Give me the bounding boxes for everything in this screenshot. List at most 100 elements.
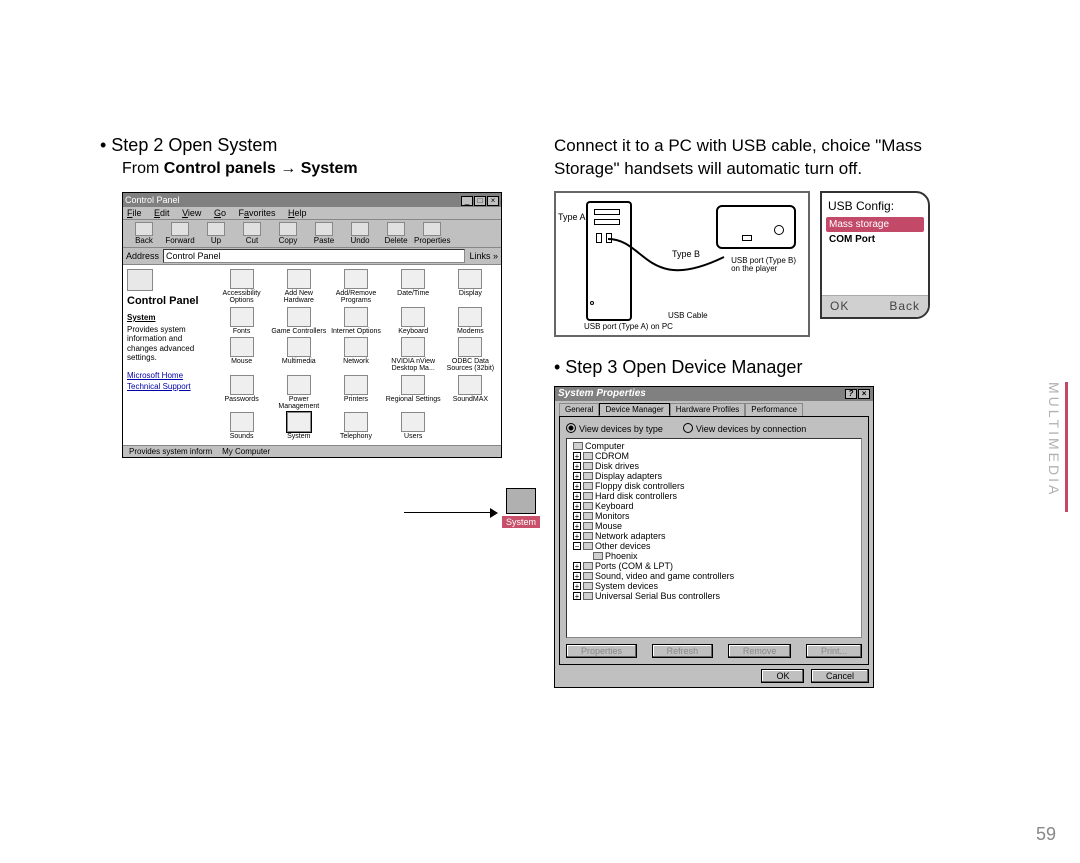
expand-icon[interactable]: + bbox=[573, 452, 581, 460]
tree-item[interactable]: +System devices bbox=[569, 581, 859, 591]
cp-item[interactable]: Passwords bbox=[213, 375, 270, 411]
tree-item[interactable]: +Sound, video and game controllers bbox=[569, 571, 859, 581]
tree-item[interactable]: +Ports (COM & LPT) bbox=[569, 561, 859, 571]
maximize-icon[interactable]: □ bbox=[474, 196, 486, 206]
tb-cut[interactable]: Cut bbox=[234, 222, 270, 245]
cp-item[interactable]: System bbox=[270, 412, 327, 440]
sys-window-controls[interactable]: ?× bbox=[844, 388, 870, 399]
link-ms-home[interactable]: Microsoft Home bbox=[127, 371, 207, 380]
cp-item[interactable]: Game Controllers bbox=[270, 307, 327, 335]
tree-item[interactable]: +Keyboard bbox=[569, 501, 859, 511]
expand-icon[interactable]: + bbox=[573, 482, 581, 490]
close-icon[interactable]: × bbox=[858, 389, 870, 399]
cp-item[interactable]: Multimedia bbox=[270, 337, 327, 373]
cp-item[interactable]: Internet Options bbox=[327, 307, 384, 335]
cp-window-controls[interactable]: _□× bbox=[460, 195, 499, 206]
link-tech-support[interactable]: Technical Support bbox=[127, 382, 207, 391]
cp-item[interactable]: Display bbox=[442, 269, 499, 305]
minimize-icon[interactable]: _ bbox=[461, 196, 473, 206]
btn-ok[interactable]: OK bbox=[761, 669, 804, 683]
tree-item[interactable]: +Floppy disk controllers bbox=[569, 481, 859, 491]
tb-properties[interactable]: Properties bbox=[414, 222, 450, 245]
cp-item[interactable]: Power Management bbox=[270, 375, 327, 411]
tb-copy[interactable]: Copy bbox=[270, 222, 306, 245]
softkey-ok[interactable]: OK bbox=[830, 299, 849, 314]
cp-item[interactable]: Printers bbox=[327, 375, 384, 411]
cp-item[interactable]: Sounds bbox=[213, 412, 270, 440]
tree-item[interactable]: −Other devices bbox=[569, 541, 859, 551]
device-tree[interactable]: Computer+CDROM+Disk drives+Display adapt… bbox=[566, 438, 862, 638]
btn-print[interactable]: Print... bbox=[806, 644, 862, 658]
radio-by-connection[interactable]: View devices by connection bbox=[683, 423, 806, 434]
links-button[interactable]: Links » bbox=[469, 251, 498, 261]
tree-item[interactable]: +Network adapters bbox=[569, 531, 859, 541]
usb-option-mass-storage[interactable]: Mass storage bbox=[826, 217, 924, 232]
menu-favorites[interactable]: Favorites bbox=[239, 208, 276, 218]
tree-item[interactable]: +CDROM bbox=[569, 451, 859, 461]
tb-forward[interactable]: Forward bbox=[162, 222, 198, 245]
expand-icon[interactable]: + bbox=[573, 502, 581, 510]
tree-item[interactable]: +Display adapters bbox=[569, 471, 859, 481]
expand-icon[interactable]: + bbox=[573, 522, 581, 530]
cp-item[interactable]: Accessibility Options bbox=[213, 269, 270, 305]
tab-performance[interactable]: Performance bbox=[745, 403, 803, 416]
btn-properties[interactable]: Properties bbox=[566, 644, 637, 658]
cp-item[interactable]: SoundMAX bbox=[442, 375, 499, 411]
btn-remove[interactable]: Remove bbox=[728, 644, 792, 658]
expand-icon[interactable]: + bbox=[573, 492, 581, 500]
tb-back[interactable]: Back bbox=[126, 222, 162, 245]
cp-item[interactable]: Telephony bbox=[327, 412, 384, 440]
softkey-back[interactable]: Back bbox=[889, 299, 920, 314]
menu-view[interactable]: View bbox=[182, 208, 201, 218]
expand-icon[interactable]: + bbox=[573, 592, 581, 600]
tree-item-label: Universal Serial Bus controllers bbox=[595, 591, 720, 601]
cp-item[interactable]: NVIDIA nView Desktop Ma... bbox=[385, 337, 442, 373]
address-input[interactable]: Control Panel bbox=[163, 249, 465, 263]
tb-paste[interactable]: Paste bbox=[306, 222, 342, 245]
tree-item[interactable]: Phoenix bbox=[569, 551, 859, 561]
btn-cancel[interactable]: Cancel bbox=[811, 669, 869, 683]
tree-item[interactable]: + Universal Serial Bus controllers bbox=[569, 591, 859, 601]
tb-up[interactable]: Up bbox=[198, 222, 234, 245]
tab-hardware-profiles[interactable]: Hardware Profiles bbox=[670, 403, 746, 416]
cp-item[interactable]: Keyboard bbox=[385, 307, 442, 335]
cp-item[interactable]: Mouse bbox=[213, 337, 270, 373]
tree-item[interactable]: +Disk drives bbox=[569, 461, 859, 471]
applet-icon bbox=[458, 337, 482, 357]
tree-item[interactable]: Computer bbox=[569, 441, 859, 451]
usb-option-com-port[interactable]: COM Port bbox=[826, 232, 924, 247]
cp-item[interactable]: Regional Settings bbox=[385, 375, 442, 411]
tab-general[interactable]: General bbox=[559, 403, 599, 416]
menu-file[interactable]: File bbox=[127, 208, 142, 218]
tree-item[interactable]: +Hard disk controllers bbox=[569, 491, 859, 501]
expand-icon[interactable]: + bbox=[573, 582, 581, 590]
tb-delete[interactable]: Delete bbox=[378, 222, 414, 245]
cp-menu[interactable]: File Edit View Go Favorites Help bbox=[123, 207, 501, 220]
menu-go[interactable]: Go bbox=[214, 208, 226, 218]
expand-icon[interactable]: + bbox=[573, 572, 581, 580]
cp-item[interactable]: Users bbox=[385, 412, 442, 440]
close-icon[interactable]: × bbox=[487, 196, 499, 206]
expand-icon[interactable]: + bbox=[573, 462, 581, 470]
menu-help[interactable]: Help bbox=[288, 208, 307, 218]
expand-icon[interactable]: + bbox=[573, 562, 581, 570]
tree-item[interactable]: +Monitors bbox=[569, 511, 859, 521]
tab-device-manager[interactable]: Device Manager bbox=[599, 403, 669, 416]
radio-by-type[interactable]: View devices by type bbox=[566, 423, 663, 434]
cp-item[interactable]: Add/Remove Programs bbox=[327, 269, 384, 305]
expand-icon[interactable]: − bbox=[573, 542, 581, 550]
cp-item[interactable]: Network bbox=[327, 337, 384, 373]
cp-item[interactable]: Date/Time bbox=[385, 269, 442, 305]
help-icon[interactable]: ? bbox=[845, 389, 857, 399]
tree-item[interactable]: +Mouse bbox=[569, 521, 859, 531]
menu-edit[interactable]: Edit bbox=[154, 208, 170, 218]
btn-refresh[interactable]: Refresh bbox=[652, 644, 714, 658]
cp-item[interactable]: Add New Hardware bbox=[270, 269, 327, 305]
cp-item[interactable]: Fonts bbox=[213, 307, 270, 335]
cp-item[interactable]: Modems bbox=[442, 307, 499, 335]
cp-item[interactable]: ODBC Data Sources (32bit) bbox=[442, 337, 499, 373]
tb-undo[interactable]: Undo bbox=[342, 222, 378, 245]
expand-icon[interactable]: + bbox=[573, 532, 581, 540]
expand-icon[interactable]: + bbox=[573, 472, 581, 480]
expand-icon[interactable]: + bbox=[573, 512, 581, 520]
